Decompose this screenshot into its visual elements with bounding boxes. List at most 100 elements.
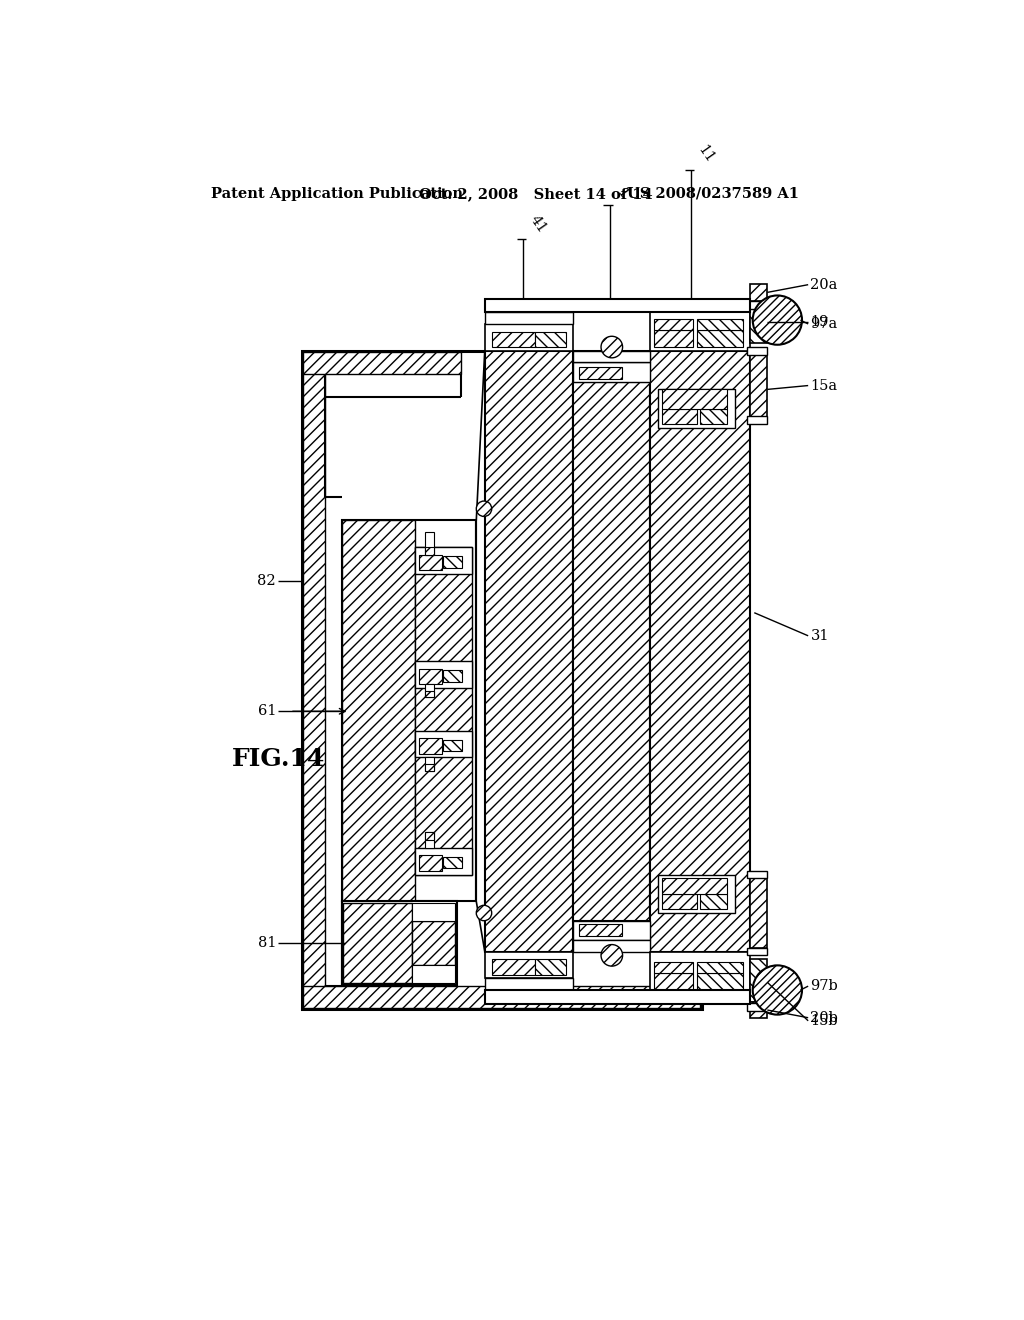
Bar	[443, 671, 463, 682]
Bar	[535, 331, 565, 347]
Circle shape	[753, 965, 802, 1015]
Bar	[658, 875, 735, 913]
Bar	[751, 284, 767, 301]
Bar	[746, 871, 767, 878]
Text: 1: 1	[613, 185, 630, 201]
Bar	[425, 532, 434, 554]
Bar	[342, 520, 415, 902]
Bar	[415, 661, 472, 688]
Bar	[573, 351, 650, 363]
Bar	[413, 965, 455, 983]
Bar	[415, 730, 472, 758]
Text: 11: 11	[695, 143, 717, 166]
Bar	[573, 940, 650, 952]
Bar	[662, 878, 727, 894]
Bar	[425, 692, 434, 697]
Circle shape	[476, 906, 492, 921]
Bar	[425, 684, 434, 697]
Bar	[700, 894, 727, 909]
Text: FIG.14: FIG.14	[232, 747, 326, 771]
Text: 81: 81	[258, 936, 276, 950]
Bar	[419, 554, 441, 570]
Bar	[484, 351, 573, 952]
Bar	[650, 994, 751, 1003]
Bar	[746, 347, 767, 355]
Bar	[580, 367, 622, 379]
Bar	[303, 986, 700, 1007]
Bar	[425, 764, 434, 771]
Bar	[415, 548, 472, 875]
Text: 97a: 97a	[810, 317, 838, 331]
Bar	[443, 739, 463, 751]
Bar	[484, 978, 573, 990]
Text: 20b: 20b	[810, 1011, 839, 1024]
Bar	[700, 409, 727, 424]
Circle shape	[476, 502, 492, 516]
Circle shape	[753, 296, 802, 345]
Bar	[654, 330, 692, 347]
Text: 19: 19	[810, 314, 828, 329]
Bar	[573, 921, 650, 940]
Bar	[484, 952, 573, 978]
Bar	[751, 301, 767, 343]
Bar	[746, 1003, 767, 1011]
Bar	[746, 301, 767, 309]
Bar	[751, 960, 767, 1002]
Text: 82: 82	[257, 574, 276, 589]
Bar	[484, 313, 573, 323]
Bar	[493, 331, 535, 347]
Bar	[425, 548, 434, 554]
Bar	[654, 973, 692, 990]
Text: 61: 61	[258, 705, 276, 718]
Bar	[425, 756, 434, 771]
Text: 15b: 15b	[810, 1014, 838, 1028]
Bar	[573, 363, 650, 381]
Bar	[662, 409, 696, 424]
Text: 20a: 20a	[810, 277, 838, 292]
Text: Oct. 2, 2008   Sheet 14 of 14: Oct. 2, 2008 Sheet 14 of 14	[419, 187, 653, 201]
Bar	[746, 948, 767, 956]
Bar	[425, 832, 434, 847]
Bar	[696, 973, 742, 990]
Bar	[696, 330, 742, 347]
Bar	[696, 961, 742, 973]
Text: Patent Application Publication: Patent Application Publication	[211, 187, 464, 201]
Bar	[342, 520, 476, 902]
Bar	[343, 903, 413, 983]
Bar	[413, 903, 455, 921]
Bar	[419, 855, 441, 871]
Bar	[696, 318, 742, 330]
Bar	[650, 351, 751, 952]
Bar	[573, 381, 650, 921]
Bar	[535, 960, 565, 974]
Bar	[301, 351, 701, 1010]
Bar	[650, 952, 751, 994]
Bar	[751, 355, 767, 420]
Bar	[342, 902, 457, 985]
Bar	[413, 921, 455, 965]
Bar	[415, 548, 472, 574]
Bar	[415, 847, 472, 875]
Bar	[662, 389, 727, 409]
Bar	[484, 298, 751, 313]
Bar	[443, 857, 463, 869]
Bar	[654, 318, 692, 330]
Bar	[658, 389, 735, 428]
Bar	[654, 961, 692, 973]
Bar	[303, 352, 325, 1007]
Bar	[662, 894, 696, 909]
Text: US 2008/0237589 A1: US 2008/0237589 A1	[628, 187, 799, 201]
Circle shape	[601, 337, 623, 358]
Bar	[425, 832, 434, 840]
Bar	[419, 669, 441, 684]
Bar	[419, 738, 441, 754]
Text: 41: 41	[527, 213, 549, 235]
Text: 97b: 97b	[810, 979, 839, 993]
Bar	[650, 300, 751, 309]
Bar	[650, 309, 751, 351]
Bar	[580, 924, 622, 936]
Bar	[493, 960, 535, 974]
Bar	[303, 352, 461, 374]
Bar	[746, 416, 767, 424]
Text: 31: 31	[810, 628, 829, 643]
